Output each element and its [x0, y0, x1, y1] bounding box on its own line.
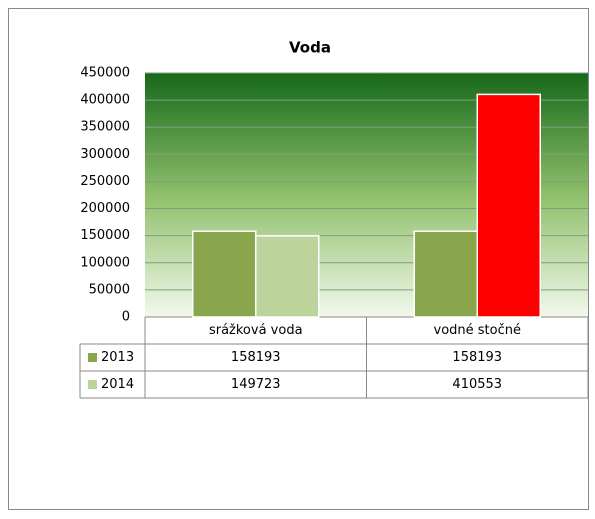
- y-tick-label: 450000: [80, 66, 130, 81]
- legend-key: [88, 353, 97, 362]
- bar: [255, 235, 320, 318]
- x-tick-label: vodné stočné: [434, 323, 521, 338]
- legend-key: [88, 380, 97, 389]
- y-tick-label: 100000: [80, 255, 130, 270]
- y-tick-label: 250000: [80, 174, 130, 189]
- y-tick-label: 150000: [80, 228, 130, 243]
- bar: [476, 93, 541, 318]
- legend-label: 2014: [101, 377, 134, 392]
- y-tick-label: 0: [122, 310, 130, 325]
- y-tick-label: 50000: [89, 282, 130, 297]
- bar: [413, 230, 478, 318]
- table-value: 158193: [231, 350, 281, 365]
- table-value: 158193: [452, 350, 502, 365]
- bar: [192, 230, 257, 318]
- chart-title: Voda: [289, 39, 331, 57]
- legend-label: 2013: [101, 350, 134, 365]
- table-value: 149723: [231, 377, 281, 392]
- y-tick-label: 300000: [80, 147, 130, 162]
- table-value: 410553: [452, 377, 502, 392]
- y-tick-label: 200000: [80, 201, 130, 216]
- y-tick-label: 350000: [80, 120, 130, 135]
- y-tick-label: 400000: [80, 93, 130, 108]
- x-tick-label: srážková voda: [209, 323, 303, 338]
